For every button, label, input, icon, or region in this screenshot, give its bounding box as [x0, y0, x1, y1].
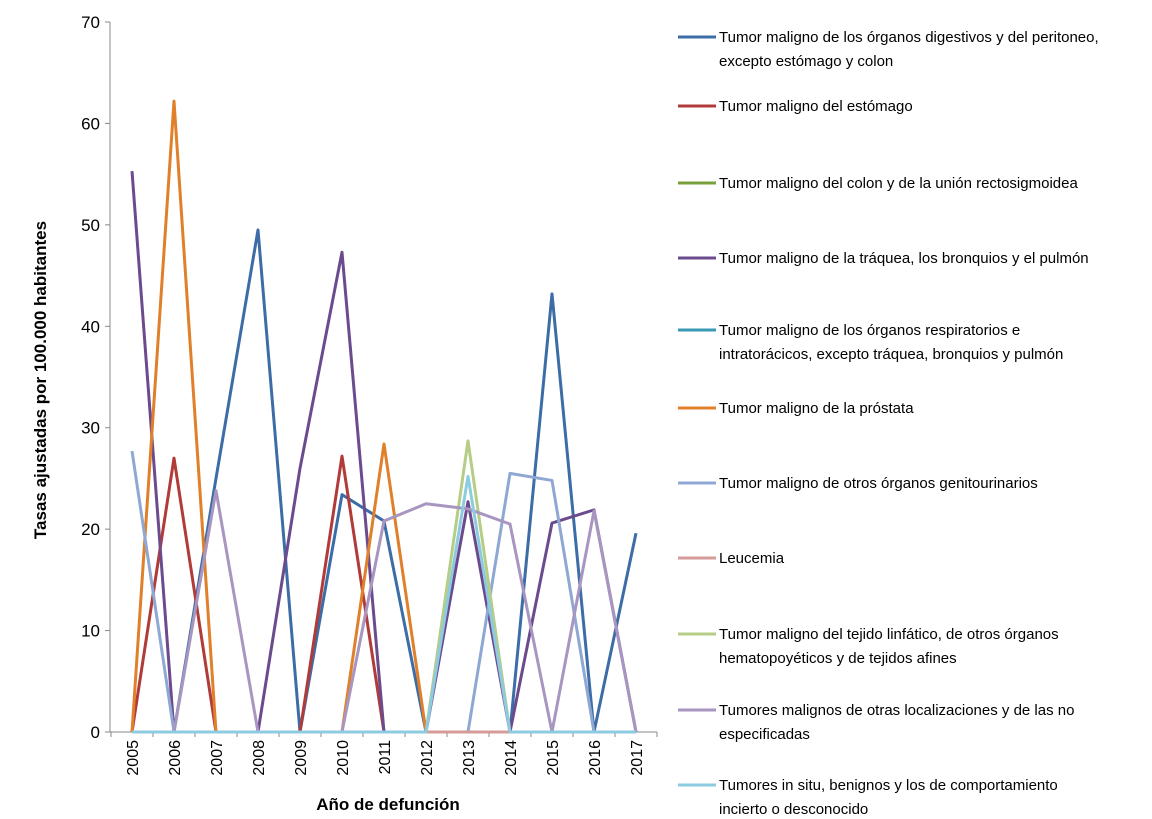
legend-label: Tumor maligno de los órganos respiratori… — [719, 322, 1063, 363]
y-tick-label: 40 — [81, 317, 100, 336]
y-tick-label: 0 — [91, 723, 100, 742]
legend-label: Tumor maligno de la próstata — [719, 400, 914, 417]
legend-label: Tumores malignos de otras localizaciones… — [719, 702, 1074, 743]
legend-label: Tumor maligno del estómago — [719, 98, 913, 115]
legend-label: Tumor maligno del tejido linfático, de o… — [719, 626, 1059, 667]
x-tick-label: 2010 — [335, 740, 352, 776]
x-tick-label: 2014 — [503, 740, 520, 776]
y-tick-label: 10 — [81, 622, 100, 641]
x-tick-label: 2007 — [209, 740, 226, 776]
x-tick-label: 2013 — [461, 740, 478, 776]
x-tick-label: 2008 — [251, 740, 268, 776]
series-line — [132, 474, 636, 734]
legend-label: Tumor maligno de otros órganos genitouri… — [719, 475, 1038, 492]
x-tick-label: 2009 — [293, 740, 310, 776]
x-tick-label: 2011 — [377, 740, 394, 775]
series-line — [130, 99, 636, 734]
legend-label: Tumores in situ, benignos y los de compo… — [719, 777, 1058, 818]
x-tick-label: 2015 — [545, 740, 562, 776]
y-tick-label: 60 — [81, 114, 100, 133]
y-tick-label: 70 — [81, 13, 100, 32]
y-tick-label: 50 — [81, 216, 100, 235]
legend-label: Tumor maligno de la tráquea, los bronqui… — [719, 250, 1089, 267]
legend-label: Tumor maligno del colon y de la unión re… — [719, 175, 1078, 192]
x-tick-label: 2016 — [587, 740, 604, 776]
x-tick-label: 2005 — [125, 740, 142, 776]
x-tick-label: 2006 — [167, 740, 184, 776]
y-tick-label: 20 — [81, 520, 100, 539]
x-axis-label: Año de defunción — [316, 795, 460, 814]
y-tick-label: 30 — [81, 419, 100, 438]
legend-label: Leucemia — [719, 550, 785, 567]
x-tick-label: 2012 — [419, 740, 436, 776]
x-tick-label: 2017 — [629, 740, 646, 776]
series-line — [132, 228, 638, 734]
legend-label: Tumor maligno de los órganos digestivos … — [719, 29, 1099, 70]
y-axis-label: Tasas ajustadas por 100.000 habitantes — [31, 221, 50, 539]
